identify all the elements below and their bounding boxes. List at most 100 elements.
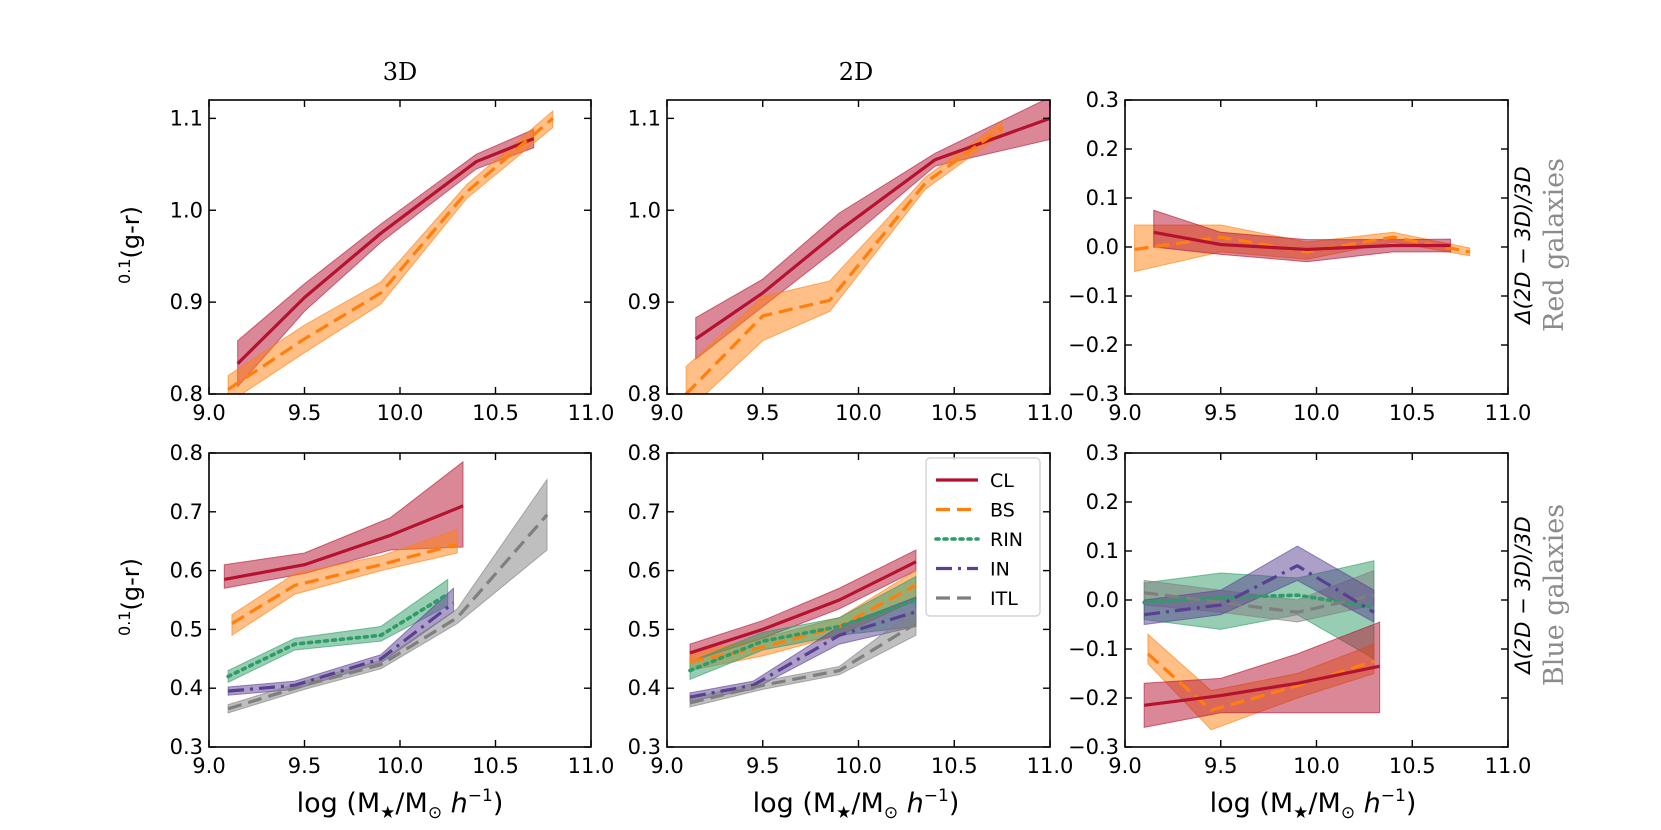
line-cl	[689, 560, 917, 655]
line-rin	[688, 598, 918, 673]
panel-blue-3d: 9.0 9.5 10.0 10.5 11.0 0.3 0.4 0.5 0.6 0.7 0.8	[170, 441, 615, 778]
x-tick-label: 9.0	[1108, 754, 1141, 778]
y-tick-label: 1.0	[628, 198, 661, 222]
legend-label-rin: RIN	[990, 529, 1023, 551]
x-tick-label: 10.5	[931, 754, 978, 778]
diff-label-blue: Δ(2D − 3D)/3D	[1511, 516, 1535, 675]
y-tick-label: 0.3	[170, 735, 203, 759]
x-tick-label: 10.0	[1293, 401, 1340, 425]
line-bs	[689, 583, 917, 664]
plot-area	[685, 100, 1050, 394]
line-in	[1143, 564, 1375, 617]
plot-area	[1142, 545, 1381, 731]
y-tick-label: 1.1	[628, 106, 661, 130]
line-cl	[236, 137, 535, 365]
y-tick-label: −0.1	[1068, 284, 1119, 308]
line-in	[227, 601, 455, 693]
line-itl	[227, 513, 549, 711]
y-tick-label: 0.8	[628, 382, 661, 406]
y-tick-label: −0.3	[1068, 735, 1119, 759]
x-tick-label: 9.0	[650, 754, 683, 778]
x-tick-label: 9.0	[192, 401, 225, 425]
band-bs	[685, 120, 1003, 394]
y-tick-label: 0.3	[1086, 88, 1119, 112]
x-tick-label: 10.5	[472, 401, 519, 425]
x-tick-label: 9.5	[746, 401, 779, 425]
y-tick-label: 0.1	[1086, 186, 1119, 210]
x-tick-label: 9.5	[1204, 401, 1237, 425]
y-tick-label: 1.0	[170, 198, 203, 222]
x-tick-label: 9.5	[1204, 754, 1237, 778]
panel-red-3d: 9.0 9.5 10.0 10.5 11.0 0.8 0.9 1.0 1.1	[170, 99, 615, 425]
legend-box	[925, 457, 1041, 617]
legend: CL BS RIN IN ITL	[925, 457, 1041, 617]
y-tick-label: 0.5	[628, 617, 661, 641]
y-tick-label: 0.2	[1086, 490, 1119, 514]
y-tick-label: 0.1	[1086, 539, 1119, 563]
y-tick-label: 0.8	[170, 441, 203, 465]
y-tick-label: −0.2	[1068, 333, 1119, 357]
y-tick-label: 0.4	[170, 676, 203, 700]
line-bs	[1146, 652, 1375, 712]
plot-area	[688, 549, 918, 708]
panel-red-diff: 9.0 9.5 10.0 10.5 11.0 −0.3 −0.2 −0.1 0.0 0.1 0.2 0…	[1068, 88, 1531, 425]
line-bs	[231, 542, 458, 625]
x-tick-label: 10.5	[1389, 754, 1436, 778]
line-rin	[1142, 593, 1376, 610]
title-2d: 2D	[839, 58, 874, 86]
red-galaxies-label: Red galaxies	[1539, 158, 1570, 332]
y-tick-label: −0.3	[1068, 382, 1119, 406]
y-tick-label: 1.1	[170, 106, 203, 130]
y-tick-label: 0.3	[1086, 441, 1119, 465]
x-tick-label: 11.0	[568, 401, 615, 425]
y-tick-label: 0.2	[1086, 137, 1119, 161]
legend-label-itl: ITL	[990, 588, 1018, 610]
panel-blue-2d: 9.0 9.5 10.0 10.5 11.0 0.3 0.4 0.5 0.6 0.7 0.8	[628, 441, 1074, 778]
y-tick-label: 0.6	[628, 559, 661, 583]
y-tick-label: 0.6	[170, 559, 203, 583]
line-itl	[689, 622, 917, 705]
line-cl	[223, 504, 464, 581]
legend-label-bs: BS	[990, 500, 1015, 522]
y-tick-label: 0.3	[628, 735, 661, 759]
line-cl	[1143, 664, 1381, 707]
y-tick-label: 0.9	[170, 290, 203, 314]
x-tick-label: 9.5	[288, 401, 321, 425]
x-tick-label: 9.5	[746, 754, 779, 778]
x-tick-label: 9.0	[1108, 401, 1141, 425]
x-tick-label: 9.0	[192, 754, 225, 778]
y-tick-label: 0.0	[1086, 588, 1119, 612]
legend-label-cl: CL	[990, 470, 1014, 492]
x-tick-label: 10.5	[1389, 401, 1436, 425]
band-cl	[1153, 209, 1452, 263]
panel-blue-diff: 9.0 9.5 10.0 10.5 11.0 −0.3 −0.2 −0.1 0.0 0.1 0.2 0…	[1068, 441, 1531, 778]
y-tick-label: 0.8	[170, 382, 203, 406]
legend-label-in: IN	[990, 559, 1010, 581]
plot-area	[1134, 209, 1471, 273]
panel-red-2d: 9.0 9.5 10.0 10.5 11.0 0.8 0.9 1.0 1.1	[628, 99, 1074, 425]
band-cl	[223, 460, 464, 589]
line-bs	[1134, 235, 1471, 254]
blue-galaxies-label: Blue galaxies	[1539, 504, 1570, 686]
line-cl	[1153, 230, 1451, 252]
xlabel-3d: log (M★/M⊙ h−1)	[297, 786, 504, 823]
x-tick-label: 9.5	[288, 754, 321, 778]
line-bs	[685, 126, 1004, 394]
band-in	[1143, 545, 1375, 626]
y-tick-label: 0.0	[1086, 235, 1119, 259]
x-tick-label: 11.0	[1485, 401, 1532, 425]
x-tick-label: 11.0	[1027, 401, 1074, 425]
y-tick-label: 0.5	[170, 617, 203, 641]
x-tick-label: 9.0	[650, 401, 683, 425]
x-tick-label: 11.0	[568, 754, 615, 778]
x-tick-label: 10.0	[835, 754, 882, 778]
panels: 9.0 9.5 10.0 10.5 11.0 0.8 0.9 1.0 1.1 9.0 9.5 10.0…	[170, 88, 1532, 778]
x-tick-label: 11.0	[1027, 754, 1074, 778]
plot-area	[223, 460, 549, 714]
x-tick-label: 10.0	[377, 754, 424, 778]
y-tick-label: 0.7	[170, 500, 203, 524]
x-tick-label: 10.5	[931, 401, 978, 425]
line-bs	[227, 117, 554, 391]
x-tick-label: 10.0	[377, 401, 424, 425]
